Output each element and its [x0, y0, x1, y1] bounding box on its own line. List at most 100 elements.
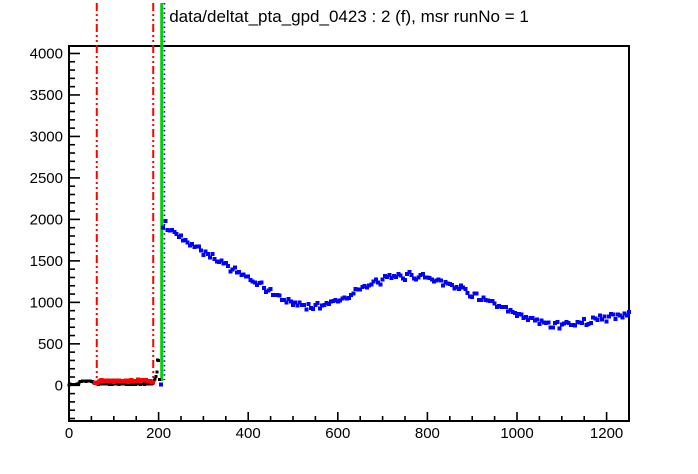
data-point-marker — [627, 310, 631, 314]
data-point-marker — [179, 233, 183, 238]
data-point-marker — [188, 243, 192, 248]
data-point-marker — [450, 283, 454, 288]
data-point-marker — [459, 283, 463, 288]
data-point-marker — [573, 323, 578, 328]
axis-ticks — [68, 52, 630, 421]
data-point-marker — [555, 319, 560, 324]
data-point-marker — [150, 380, 155, 385]
data-point-marker — [398, 273, 403, 278]
data-point-marker — [212, 257, 217, 262]
data-point-marker — [387, 273, 392, 278]
data-point-marker — [333, 298, 338, 302]
data-point-marker — [535, 317, 540, 322]
data-point-marker — [237, 269, 242, 274]
data-point-marker — [416, 275, 421, 280]
data-point-marker — [264, 290, 269, 294]
data-point-marker — [214, 259, 219, 264]
data-point-marker — [405, 272, 410, 277]
data-point-marker — [286, 297, 291, 301]
data-point-marker — [568, 323, 573, 328]
data-point-marker — [593, 316, 598, 321]
data-point-marker — [153, 377, 157, 381]
data-point-marker — [519, 312, 524, 317]
data-point-marker — [210, 251, 215, 256]
data-point-marker — [412, 276, 416, 281]
data-point-marker — [391, 273, 396, 278]
data-point-marker — [306, 302, 311, 307]
data-point-marker — [270, 293, 275, 298]
data-point-marker — [340, 296, 345, 301]
data-point-marker — [297, 300, 302, 305]
axis-tick-labels: 0 500 1000 1500 2000 2500 3000 3500 4000 0 200 400 6… — [30, 45, 624, 442]
data-point-marker — [524, 315, 528, 320]
data-point-marker — [324, 301, 329, 306]
data-point-marker — [369, 282, 374, 287]
data-point-marker — [170, 227, 174, 232]
data-point-marker — [378, 282, 383, 287]
data-point-marker — [517, 312, 522, 317]
data-point-marker — [183, 238, 188, 243]
data-point-marker — [432, 279, 437, 284]
x-tick-label: 400 — [236, 425, 261, 442]
data-point-marker — [622, 311, 627, 316]
data-point-marker — [490, 299, 495, 304]
data-point-marker — [158, 378, 161, 382]
data-point-marker — [611, 312, 616, 317]
plot-frame — [68, 45, 630, 422]
data-point-marker — [562, 321, 566, 326]
data-point-marker — [266, 288, 271, 293]
data-point-marker — [485, 298, 490, 303]
y-tick-label: 1000 — [30, 294, 63, 311]
y-tick-label: 3500 — [30, 87, 63, 104]
data-point-marker — [577, 320, 582, 325]
data-point-marker — [157, 359, 161, 363]
data-point-marker — [465, 291, 470, 295]
data-point-marker — [586, 321, 591, 326]
data-point-marker — [438, 278, 443, 283]
data-point-marker — [582, 317, 587, 322]
data-point-marker — [476, 297, 481, 302]
data-point-marker — [176, 234, 181, 239]
data-point-marker — [351, 291, 356, 296]
data-point-marker — [255, 283, 260, 288]
y-tick-label: 4000 — [30, 45, 63, 62]
data-point-marker — [293, 300, 298, 305]
data-point-marker — [358, 287, 363, 292]
data-point-marker — [221, 261, 226, 266]
data-point-marker — [559, 322, 564, 327]
data-point-marker — [521, 316, 526, 321]
data-point-marker — [557, 326, 562, 331]
data-point-marker — [499, 305, 504, 310]
chart-title: data/deltat_pta_gpd_0423 : 2 (f), msr ru… — [169, 7, 529, 26]
data-point-marker — [185, 240, 190, 245]
data-point-marker — [308, 306, 313, 311]
data-point-marker — [441, 283, 446, 288]
x-tick-label: 200 — [146, 425, 171, 442]
data-point-marker — [566, 321, 571, 325]
data-point-marker — [317, 306, 322, 311]
data-point-marker — [248, 277, 253, 282]
data-point-marker — [602, 314, 607, 319]
data-point-marker — [252, 280, 257, 285]
y-tick-label: 500 — [38, 336, 63, 353]
data-point-marker — [403, 278, 407, 283]
data-point-marker — [190, 241, 195, 246]
data-point-marker — [420, 271, 425, 276]
data-point-marker — [257, 280, 262, 285]
data-point-marker — [624, 313, 629, 318]
data-point-marker — [226, 263, 230, 268]
data-point-marker — [575, 320, 580, 324]
data-point-marker — [326, 302, 331, 307]
data-point-marker — [364, 285, 369, 290]
data-point-marker — [609, 311, 614, 316]
data-point-marker — [268, 286, 273, 291]
data-point-marker — [288, 299, 293, 304]
data-point-marker — [528, 315, 533, 320]
data-point-marker — [604, 319, 609, 324]
data-point-marker — [217, 260, 222, 264]
x-tick-label: 600 — [325, 425, 350, 442]
data-point-marker — [382, 274, 387, 279]
data-point-marker — [407, 270, 412, 274]
data-point-marker — [167, 228, 172, 233]
